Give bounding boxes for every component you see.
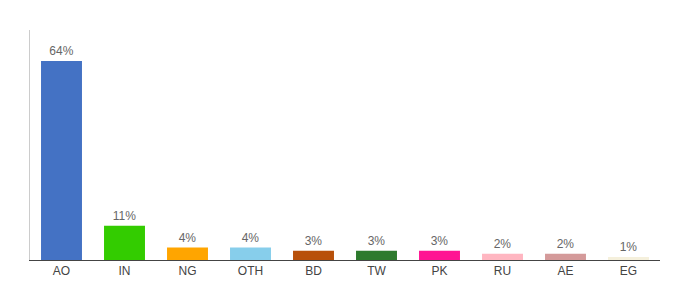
svg-text:3%: 3% <box>305 234 323 248</box>
svg-text:IN: IN <box>119 264 131 278</box>
svg-text:2%: 2% <box>494 237 512 251</box>
svg-text:11%: 11% <box>113 209 136 223</box>
svg-text:OTH: OTH <box>238 264 263 278</box>
svg-text:RU: RU <box>494 264 511 278</box>
svg-text:2%: 2% <box>557 237 575 251</box>
svg-text:PK: PK <box>431 264 447 278</box>
svg-text:EG: EG <box>620 264 637 278</box>
svg-text:4%: 4% <box>242 231 260 245</box>
svg-text:3%: 3% <box>431 234 449 248</box>
svg-text:BD: BD <box>305 264 322 278</box>
svg-text:3%: 3% <box>368 234 386 248</box>
svg-text:4%: 4% <box>179 231 197 245</box>
svg-text:TW: TW <box>367 264 386 278</box>
svg-text:AO: AO <box>53 264 70 278</box>
svg-text:1%: 1% <box>620 240 638 254</box>
svg-text:NG: NG <box>179 264 197 278</box>
svg-text:AE: AE <box>557 264 573 278</box>
svg-text:64%: 64% <box>49 44 73 58</box>
